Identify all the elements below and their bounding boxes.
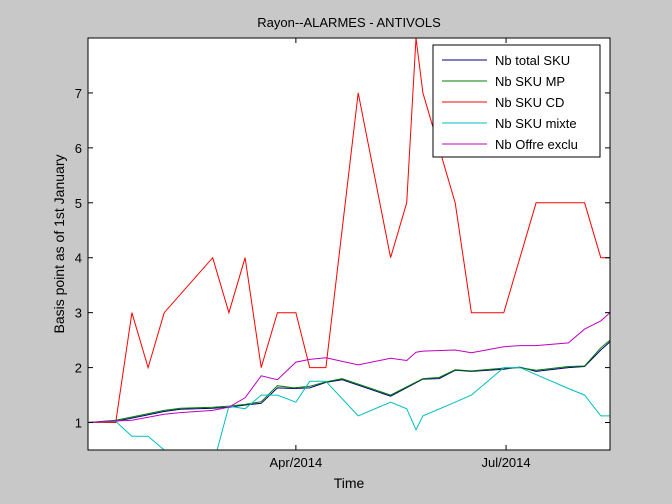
series-line-3 xyxy=(88,38,610,423)
plot-frame xyxy=(87,37,611,451)
y-axis-label: Basis point as of 1st January xyxy=(51,155,67,334)
series-line-5 xyxy=(88,312,610,423)
legend: Nb total SKU Nb SKU MP Nb SKU CD Nb SKU mix… xyxy=(432,44,601,158)
series-lines xyxy=(88,38,610,450)
legend-entry-label: Nb Offre exclu xyxy=(495,137,578,152)
y-tick-label: 6 xyxy=(75,141,82,156)
x-tick-label: Jul/2014 xyxy=(481,455,530,470)
series-line-4 xyxy=(88,367,610,450)
series-line-2 xyxy=(88,339,610,423)
chart-title: Rayon--ALARMES - ANTIVOLS xyxy=(257,15,441,30)
x-tick-label: Apr/2014 xyxy=(269,455,322,470)
x-axis-label: Time xyxy=(334,475,365,491)
y-tick-label: 5 xyxy=(75,196,82,211)
y-tick-label: 3 xyxy=(75,306,82,321)
axis-ticks: 1 2 3 4 5 6 7 Apr/2014 Jul/2014 xyxy=(75,38,610,470)
legend-entry-label: Nb SKU CD xyxy=(495,95,564,110)
legend-entry-label: Nb total SKU xyxy=(495,53,570,68)
y-tick-label: 2 xyxy=(75,361,82,376)
legend-entry-label: Nb SKU MP xyxy=(495,74,565,89)
series-line-1 xyxy=(88,341,610,423)
y-tick-label: 7 xyxy=(75,86,82,101)
y-tick-label: 1 xyxy=(75,416,82,431)
legend-box xyxy=(432,44,601,158)
legend-entry-label: Nb SKU mixte xyxy=(495,116,577,131)
y-tick-label: 4 xyxy=(75,251,82,266)
